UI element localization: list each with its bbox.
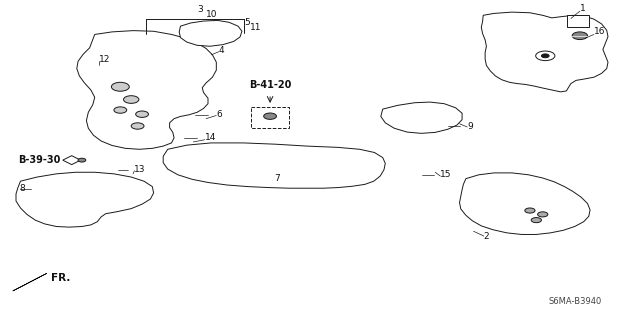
Text: 12: 12	[99, 56, 111, 64]
Polygon shape	[481, 12, 608, 92]
Text: 5: 5	[244, 19, 250, 27]
Circle shape	[525, 208, 535, 213]
Circle shape	[264, 113, 276, 119]
Text: S6MA-B3940: S6MA-B3940	[548, 297, 602, 306]
Text: 14: 14	[205, 133, 216, 142]
Text: 8: 8	[19, 184, 25, 193]
Circle shape	[531, 218, 541, 223]
Text: 6: 6	[216, 110, 222, 119]
Text: 7: 7	[274, 174, 280, 183]
Circle shape	[78, 158, 86, 162]
Text: 1: 1	[580, 4, 586, 13]
Polygon shape	[381, 102, 462, 133]
Text: FR.: FR.	[51, 272, 70, 283]
Text: 10: 10	[206, 10, 218, 19]
Text: B-41-20: B-41-20	[249, 80, 291, 91]
Polygon shape	[460, 173, 590, 234]
Text: 13: 13	[134, 165, 146, 174]
Text: 15: 15	[440, 170, 452, 179]
Circle shape	[111, 82, 129, 91]
Text: 16: 16	[594, 27, 605, 36]
Text: 4: 4	[219, 46, 225, 55]
Circle shape	[114, 107, 127, 113]
Polygon shape	[13, 273, 47, 291]
FancyBboxPatch shape	[251, 107, 289, 128]
Polygon shape	[63, 156, 81, 165]
Circle shape	[536, 51, 555, 61]
Polygon shape	[163, 143, 385, 188]
Text: 3: 3	[197, 5, 203, 14]
Polygon shape	[179, 20, 242, 46]
Polygon shape	[16, 172, 154, 227]
Text: 9: 9	[467, 122, 473, 130]
Polygon shape	[77, 31, 216, 149]
Text: 2: 2	[484, 232, 490, 241]
Circle shape	[541, 54, 549, 58]
Text: B-39-30: B-39-30	[19, 155, 61, 165]
Text: 11: 11	[250, 23, 261, 32]
Circle shape	[131, 123, 144, 129]
Circle shape	[124, 96, 139, 103]
Circle shape	[538, 212, 548, 217]
Circle shape	[136, 111, 148, 117]
Polygon shape	[567, 15, 589, 27]
Circle shape	[572, 32, 588, 40]
